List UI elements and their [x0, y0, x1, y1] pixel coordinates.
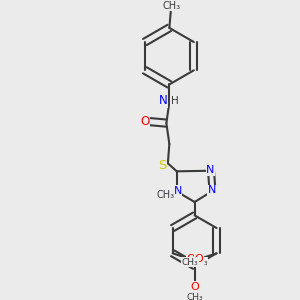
- Text: O: O: [140, 115, 149, 128]
- Text: CH₃: CH₃: [163, 1, 181, 10]
- Text: N: N: [173, 186, 182, 196]
- Text: CH₃: CH₃: [191, 258, 208, 267]
- Text: N: N: [158, 94, 167, 107]
- Text: H: H: [171, 96, 178, 106]
- Text: O: O: [194, 254, 203, 264]
- Text: O: O: [190, 282, 199, 292]
- Text: N: N: [208, 185, 216, 195]
- Text: CH₃: CH₃: [182, 258, 198, 267]
- Text: N: N: [206, 165, 214, 175]
- Text: O: O: [186, 254, 195, 264]
- Text: CH₃: CH₃: [186, 293, 203, 300]
- Text: S: S: [158, 159, 166, 172]
- Text: CH₃: CH₃: [156, 190, 175, 200]
